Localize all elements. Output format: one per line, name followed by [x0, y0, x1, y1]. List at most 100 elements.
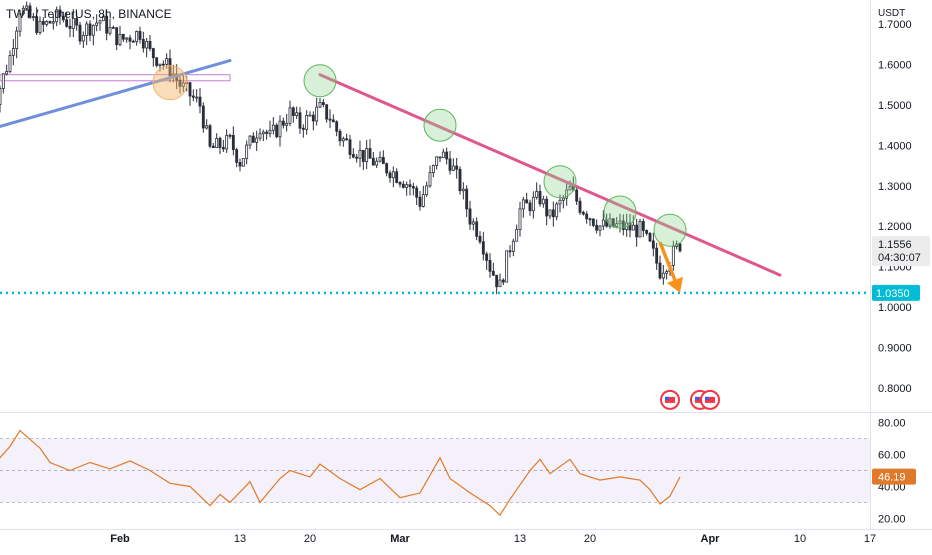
- candle-body: [635, 224, 639, 238]
- candle-body: [228, 134, 232, 137]
- target-price-badge-bg: [872, 284, 920, 301]
- candle-body: [201, 105, 205, 129]
- candle-body: [55, 9, 59, 23]
- candle-body: [68, 25, 72, 29]
- candle-body: [58, 9, 62, 17]
- candle: [448, 150, 452, 175]
- candle: [278, 115, 282, 147]
- candle: [8, 50, 12, 74]
- rsi-line[interactable]: [0, 429, 681, 517]
- candle: [325, 104, 329, 123]
- candle-body: [181, 82, 185, 87]
- candle-body: [335, 121, 339, 132]
- candle: [505, 250, 509, 283]
- candle: [201, 102, 205, 133]
- candle: [271, 117, 275, 135]
- candle-body: [475, 221, 479, 237]
- candle-body: [495, 274, 499, 288]
- resistance-trend-line[interactable]: [318, 73, 782, 277]
- candle-body: [75, 18, 79, 26]
- candle-body: [618, 220, 622, 225]
- candle-body: [655, 247, 659, 264]
- candle-body: [138, 31, 142, 40]
- candle: [358, 140, 362, 168]
- candle-body: [515, 229, 519, 242]
- candle-body: [28, 5, 32, 18]
- candle-body: [505, 250, 509, 283]
- candle: [425, 181, 429, 197]
- candle-body: [231, 134, 235, 151]
- candle: [125, 37, 129, 43]
- event-marker-icon[interactable]: [700, 389, 720, 410]
- candle: [281, 117, 285, 129]
- candle-body: [435, 156, 439, 166]
- touch-circle: [423, 108, 457, 142]
- candle: [158, 63, 162, 72]
- candle-body: [485, 253, 489, 261]
- candle-body: [501, 279, 505, 283]
- candle-body: [538, 191, 542, 205]
- candle: [191, 89, 195, 102]
- candle: [81, 31, 85, 48]
- candle: [378, 151, 382, 163]
- candle-body: [601, 219, 605, 227]
- candle-body: [418, 196, 422, 207]
- candle-body: [135, 31, 139, 43]
- candle: [115, 27, 119, 51]
- candle: [528, 199, 532, 216]
- candle: [615, 217, 619, 229]
- rsi-value: 46.19: [878, 472, 906, 484]
- candle: [51, 14, 55, 30]
- candle: [455, 157, 459, 179]
- candle: [211, 143, 215, 149]
- event-marker-icon[interactable]: [660, 389, 680, 410]
- candle: [588, 217, 592, 226]
- candle: [438, 156, 442, 162]
- candle-body: [391, 171, 395, 179]
- candle-body: [615, 223, 619, 227]
- candle: [651, 232, 655, 257]
- candle: [18, 9, 22, 37]
- candle-body: [208, 125, 212, 147]
- candle: [531, 191, 535, 219]
- projection-arrow-line: [658, 241, 678, 284]
- candle: [515, 224, 519, 242]
- candle-body: [458, 168, 462, 192]
- candle: [351, 148, 355, 159]
- candle: [548, 209, 552, 220]
- candle: [38, 16, 42, 35]
- candle-body: [331, 119, 335, 123]
- candle: [601, 210, 605, 231]
- candle: [45, 20, 49, 27]
- candle-body: [131, 40, 135, 43]
- candle: [538, 184, 542, 207]
- candle-body: [401, 183, 405, 188]
- touch-circle: [303, 64, 337, 98]
- candle: [411, 182, 415, 196]
- early-trend-line[interactable]: [0, 59, 232, 130]
- candle-body: [298, 112, 302, 129]
- candle-body: [361, 149, 365, 162]
- candle: [405, 181, 409, 196]
- candle: [55, 6, 59, 27]
- candle-body: [375, 160, 379, 166]
- candle: [108, 18, 112, 36]
- candle-body: [518, 208, 522, 230]
- candle-body: [385, 163, 389, 174]
- candle: [71, 9, 75, 38]
- time-tick-label: 13: [234, 533, 246, 545]
- candle-body: [241, 158, 245, 167]
- candle: [335, 120, 339, 137]
- candle: [88, 20, 92, 42]
- candle: [618, 213, 622, 233]
- candle: [48, 20, 52, 24]
- candle-body: [221, 147, 225, 150]
- candle-body: [151, 48, 155, 59]
- time-tick-label: Apr: [701, 533, 721, 545]
- candle: [121, 33, 125, 42]
- candle: [25, 1, 29, 11]
- candle: [501, 278, 505, 286]
